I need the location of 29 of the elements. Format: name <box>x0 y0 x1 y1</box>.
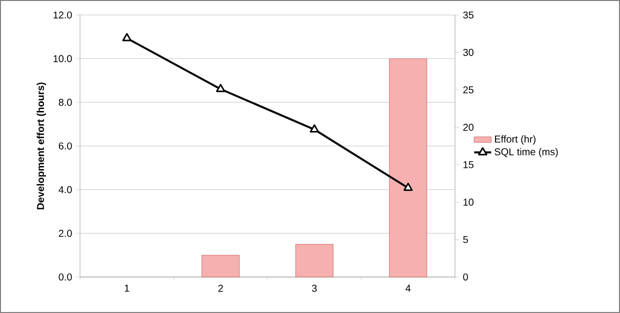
y-tick-label: 10.0 <box>54 55 72 62</box>
y-tick-label: 12.0 <box>54 11 72 19</box>
point <box>310 124 320 133</box>
x-tick-label: 4 <box>406 284 411 292</box>
y2-tick-label: 5 <box>463 236 468 244</box>
x-tick-label: 1 <box>124 284 130 292</box>
bar <box>202 254 240 278</box>
y-tick-label: 2.0 <box>58 230 72 237</box>
y2-tick-label: 25 <box>463 86 474 94</box>
y2-tick-label: 20 <box>463 124 474 131</box>
y-axis-title: Development effort (hours) <box>36 82 46 210</box>
y2-tick-label: 35 <box>463 11 474 19</box>
y-tick-label: 4.0 <box>58 186 72 194</box>
y2-tick-label: 30 <box>463 48 474 56</box>
legend-label: Effort (hr) <box>495 135 536 145</box>
y2-tick-label: 10 <box>464 198 474 206</box>
y2-tick-label: 0 <box>463 273 468 281</box>
y-tick-label: 0.0 <box>58 273 72 281</box>
bar <box>389 58 428 278</box>
bar <box>295 244 334 278</box>
point <box>122 32 132 42</box>
y-tick-label: 8.0 <box>58 98 72 106</box>
point <box>404 182 413 191</box>
y2-tick-label: 15 <box>464 161 474 168</box>
x-tick-label: 3 <box>312 284 317 292</box>
y-tick-label: 6.0 <box>58 142 72 150</box>
point <box>216 84 226 92</box>
legend-label: SQL time (ms) <box>494 148 558 158</box>
x-tick-label: 2 <box>218 284 223 292</box>
